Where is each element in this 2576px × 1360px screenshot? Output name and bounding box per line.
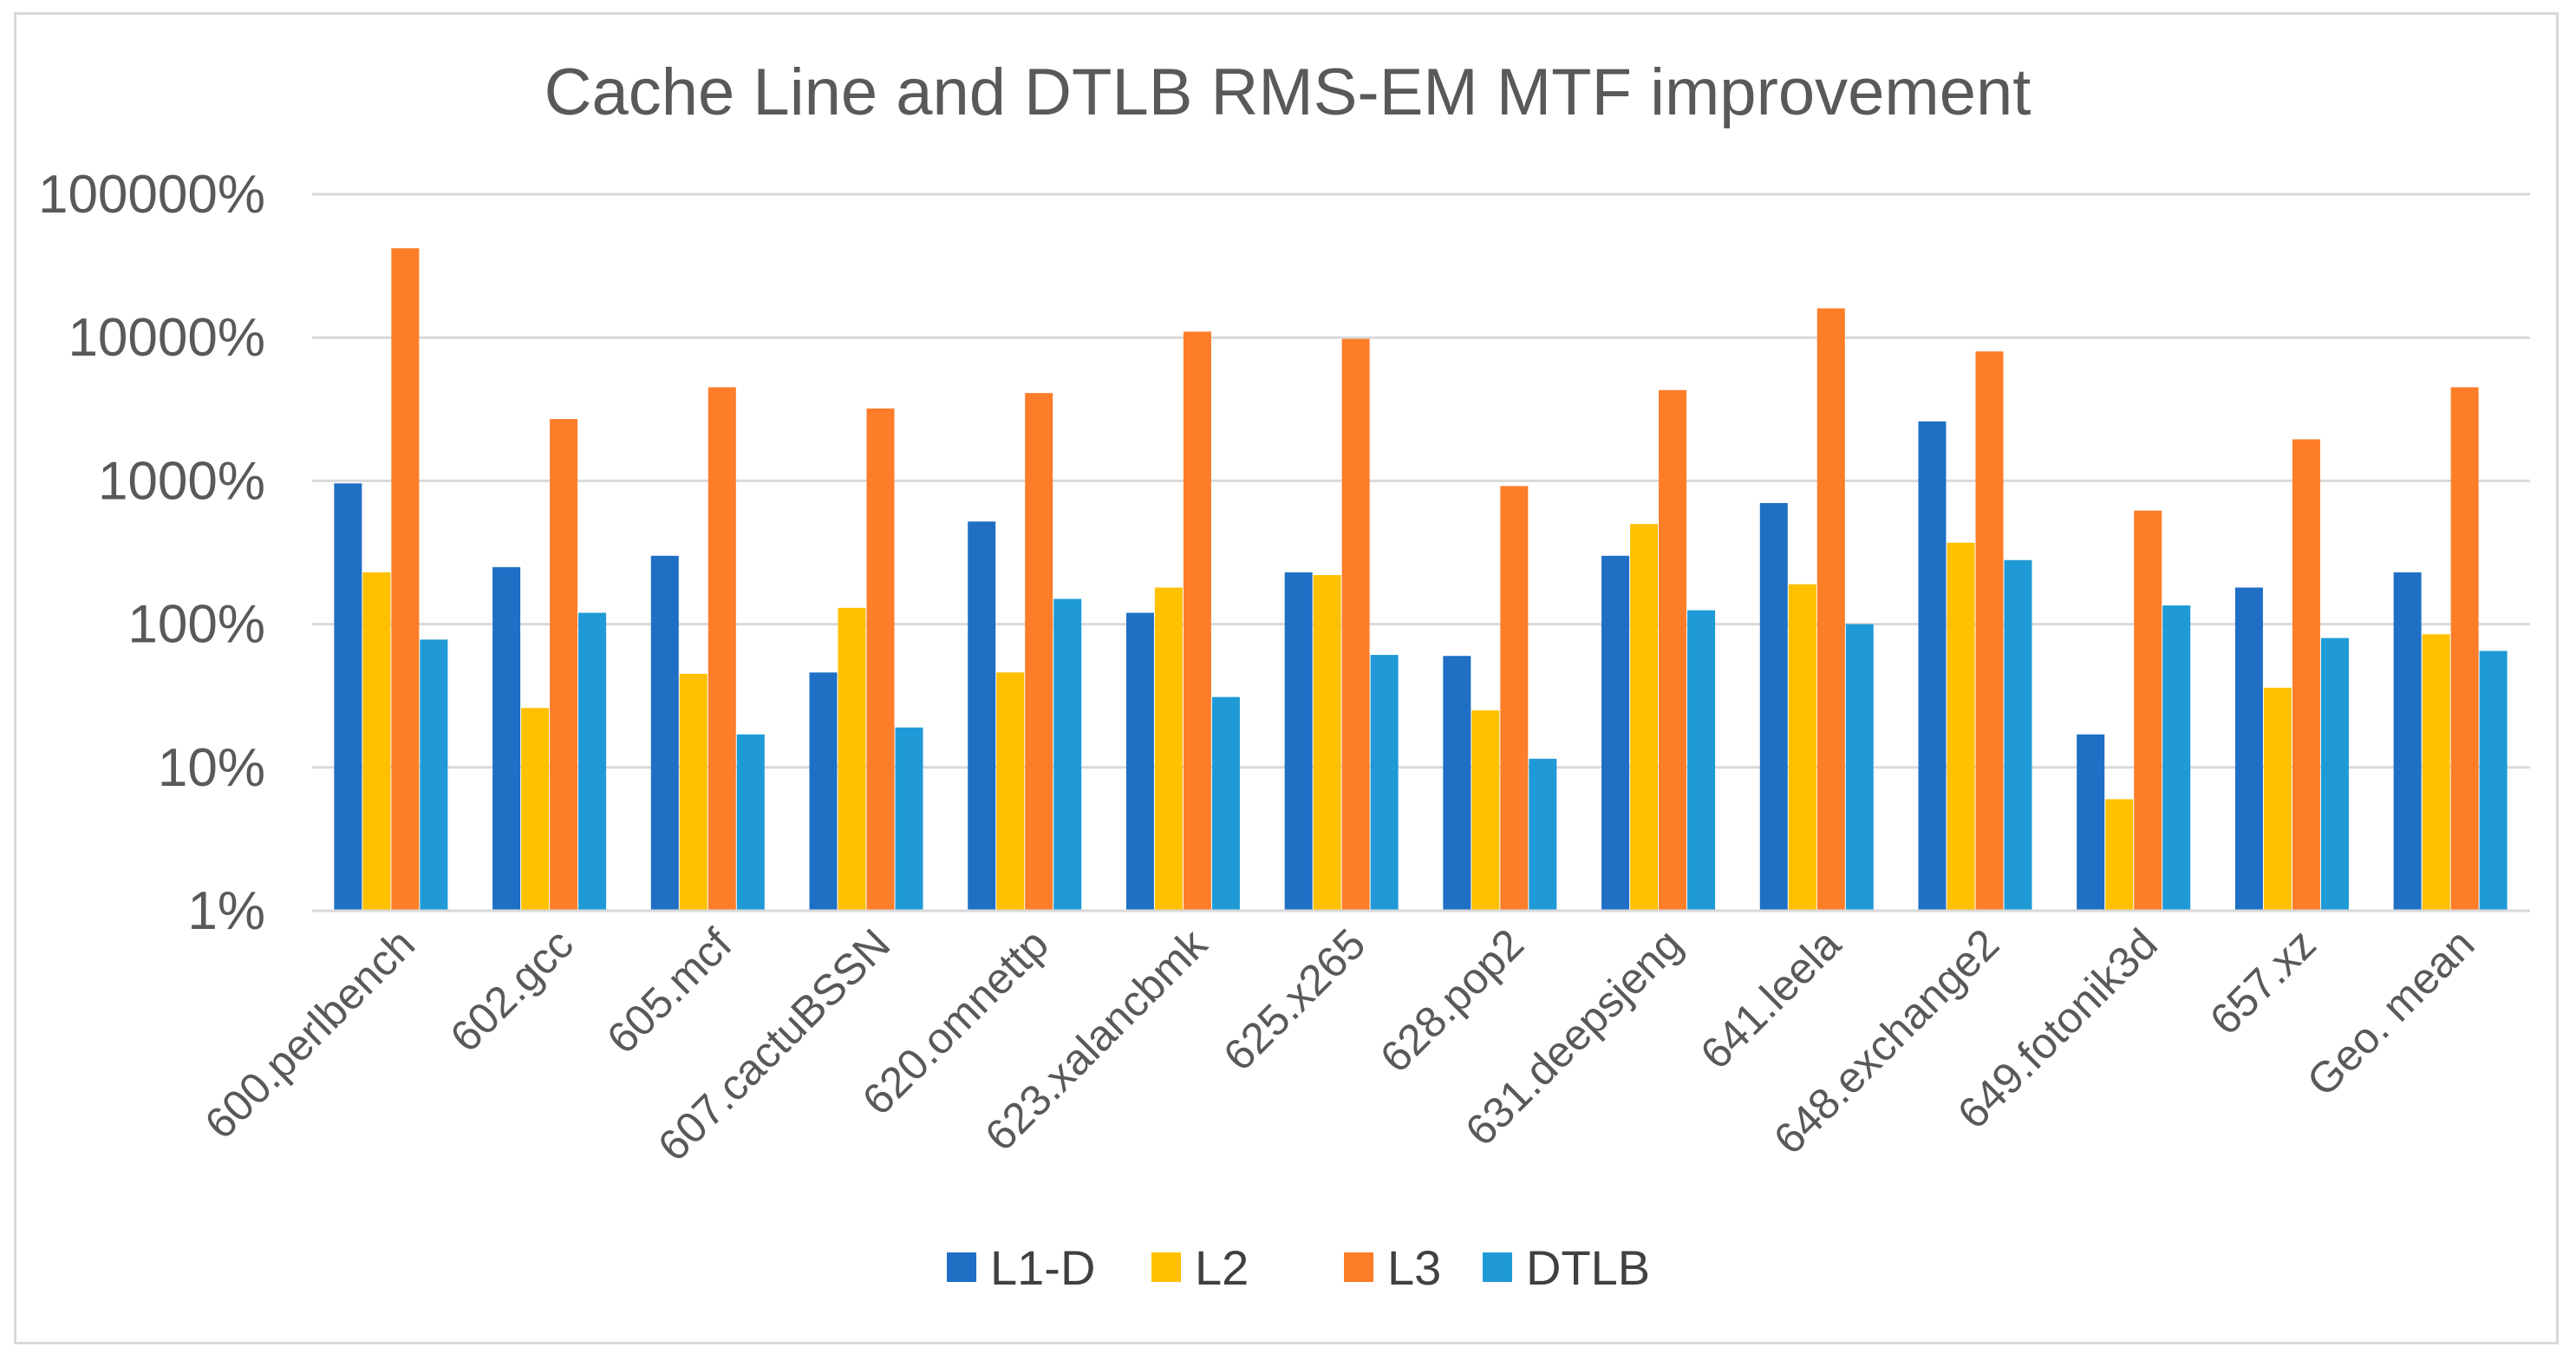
legend-label: L3	[1387, 1240, 1441, 1295]
y-tick-label: 100000%	[38, 165, 265, 225]
y-tick-label: 10000%	[68, 308, 265, 368]
bar-l1-d	[2077, 734, 2105, 911]
bar-l1-d	[2234, 587, 2263, 911]
bar-l1-d	[334, 483, 362, 911]
bar-l3	[550, 419, 578, 912]
bar-l2	[1154, 587, 1183, 911]
x-axis-categories: 600.perlbench 602.gcc 605.mcf607.cactuBSSN…	[195, 919, 2483, 1170]
legend-label: L1-D	[990, 1240, 1095, 1295]
bar-dtlb	[2162, 605, 2191, 911]
bar-l1-d	[1759, 502, 1788, 911]
gridlines	[312, 193, 2530, 769]
legend-label: L2	[1195, 1240, 1249, 1295]
x-category-label: 600.perlbench	[195, 919, 424, 1148]
bar-l2	[1788, 584, 1816, 911]
bar-l1-d	[2393, 572, 2422, 911]
bar-l3	[1025, 393, 1053, 912]
bar-dtlb	[736, 734, 765, 911]
y-tick-label: 1%	[187, 881, 265, 941]
bar-dtlb	[1370, 655, 1399, 911]
bar-dtlb	[1845, 624, 1874, 911]
legend: L1-D L2 L3 DTLB	[947, 1240, 1650, 1295]
bar-l3	[2292, 439, 2320, 911]
bar-l2	[1947, 542, 1975, 911]
bar-l3	[391, 248, 420, 911]
bar-dtlb	[2320, 638, 2349, 911]
y-axis-ticks: 1% 10% 100% 1000% 10000% 100000%	[38, 165, 265, 941]
bar-l1-d	[1918, 421, 1947, 911]
bar-l2	[1313, 575, 1341, 911]
bar-l3	[1659, 389, 1687, 912]
x-category-label: Geo. mean	[2298, 919, 2484, 1106]
bar-dtlb	[2479, 651, 2508, 911]
bar-l3	[1975, 351, 2004, 911]
y-tick-label: 100%	[127, 595, 265, 655]
x-category-label: 657.xz	[2201, 919, 2325, 1044]
legend-swatch	[1483, 1252, 1512, 1282]
bar-dtlb	[1687, 610, 1716, 911]
bar-l2	[838, 607, 866, 911]
bar-l3	[1500, 486, 1529, 911]
bar-l1-d	[1443, 656, 1471, 911]
bar-l1-d	[492, 566, 521, 911]
bar-l2	[679, 673, 708, 911]
bars	[334, 248, 2508, 912]
bar-dtlb	[1211, 696, 1240, 911]
bar-dtlb	[420, 639, 448, 911]
bar-l2	[1630, 524, 1659, 911]
x-category-label: 628.pop2	[1371, 919, 1533, 1082]
bar-l3	[2134, 510, 2162, 911]
bar-dtlb	[2004, 559, 2032, 911]
bar-l1-d	[1601, 555, 1630, 911]
bar-l2	[2105, 799, 2134, 911]
bar-dtlb	[1053, 598, 1082, 911]
bar-l2	[2263, 687, 2292, 911]
x-category-label: 625.x265	[1214, 919, 1374, 1080]
bar-l2	[996, 672, 1025, 911]
bar-dtlb	[895, 727, 923, 911]
legend-swatch	[1344, 1252, 1373, 1282]
legend-swatch	[1151, 1252, 1181, 1282]
bar-l2	[362, 572, 391, 911]
bar-l3	[1341, 338, 1370, 912]
bar-l3	[1816, 308, 1845, 911]
legend-label: DTLB	[1526, 1240, 1650, 1295]
x-category-label: 641.leela	[1691, 919, 1849, 1078]
x-category-label: 605.mcf	[597, 919, 740, 1062]
bar-l1-d	[1125, 612, 1154, 911]
bar-l3	[866, 408, 895, 911]
bar-l1-d	[1284, 572, 1313, 911]
legend-swatch	[947, 1252, 976, 1282]
chart-title: Cache Line and DTLB RMS-EM MTF improveme…	[545, 56, 2031, 129]
bar-dtlb	[1529, 758, 1557, 911]
bar-l3	[1183, 331, 1211, 911]
bar-l1-d	[968, 521, 996, 911]
bar-l2	[2422, 634, 2450, 911]
bar-l1-d	[809, 672, 838, 911]
bar-l2	[1471, 710, 1500, 911]
bar-l3	[708, 387, 736, 912]
y-tick-label: 10%	[158, 738, 265, 798]
bar-l1-d	[650, 555, 679, 911]
bar-l2	[521, 708, 550, 911]
bar-dtlb	[578, 612, 607, 911]
y-tick-label: 1000%	[98, 451, 265, 511]
x-category-label: 602.gcc	[440, 919, 582, 1061]
bar-l3	[2450, 387, 2479, 912]
